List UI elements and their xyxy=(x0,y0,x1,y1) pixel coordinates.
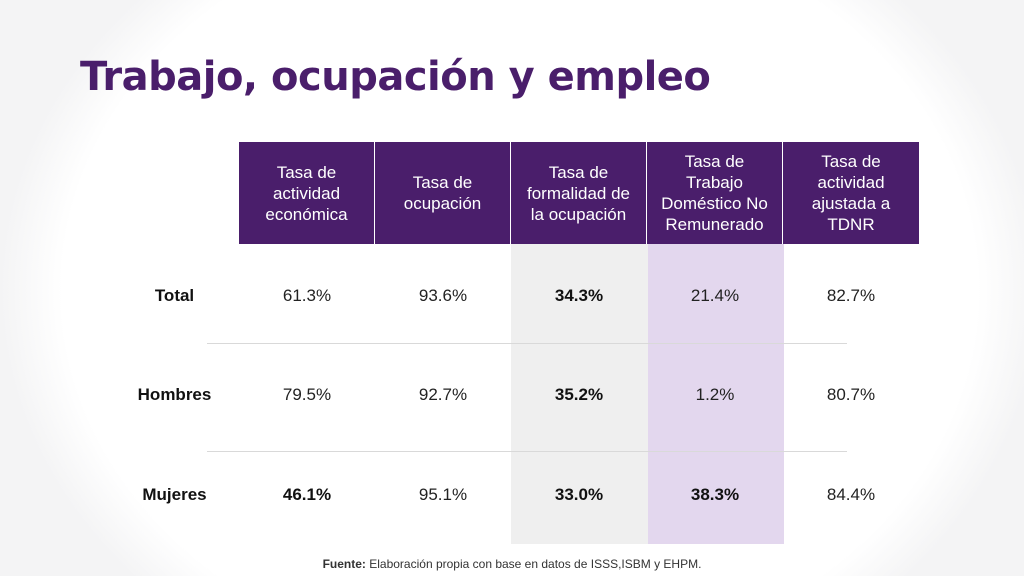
table-row-mujeres: Mujeres 46.1% 95.1% 33.0% 38.3% 84.4% xyxy=(110,475,920,515)
table-cell: 80.7% xyxy=(826,385,876,404)
table-cell: 92.7% xyxy=(418,385,468,404)
table-cell: 21.4% xyxy=(690,286,740,305)
table-cell: 1.2% xyxy=(695,385,735,404)
header-ocupacion: Tasa de ocupación xyxy=(375,142,511,244)
header-actividad-ajustada: Tasa de actividad ajustada a TDNR xyxy=(783,142,919,244)
table-cell: 35.2% xyxy=(554,385,604,404)
table-cell: 93.6% xyxy=(418,286,468,305)
table-cell: 33.0% xyxy=(554,485,604,504)
table-cell: 34.3% xyxy=(554,286,604,305)
row-label: Mujeres xyxy=(142,485,207,504)
source-label: Fuente: xyxy=(322,557,366,571)
header-actividad: Tasa de actividad económica xyxy=(239,142,375,244)
table-cell: 95.1% xyxy=(418,485,468,504)
tdnr-column-highlight xyxy=(648,244,784,544)
header-formalidad: Tasa de formalidad de la ocupación xyxy=(511,142,647,244)
table-header: Tasa de actividad económica Tasa de ocup… xyxy=(239,142,919,244)
table-cell: 46.1% xyxy=(282,485,332,504)
page-title: Trabajo, ocupación y empleo xyxy=(80,54,711,100)
row-label: Hombres xyxy=(137,385,212,404)
source-note: Fuente: Elaboración propia con base en d… xyxy=(0,557,1024,571)
row-divider xyxy=(207,343,847,344)
table-row-hombres: Hombres 79.5% 92.7% 35.2% 1.2% 80.7% xyxy=(110,375,920,415)
table-cell: 82.7% xyxy=(826,286,876,305)
header-tdnr: Tasa de Trabajo Doméstico No Remunerado xyxy=(647,142,783,244)
row-divider xyxy=(207,451,847,452)
row-label: Total xyxy=(154,286,195,305)
table-cell: 84.4% xyxy=(826,485,876,504)
source-text: Elaboración propia con base en datos de … xyxy=(365,557,702,571)
formalidad-column-highlight xyxy=(511,244,648,544)
table-cell: 61.3% xyxy=(282,286,332,305)
table-row-total: Total 61.3% 93.6% 34.3% 21.4% 82.7% xyxy=(110,276,920,316)
table-cell: 79.5% xyxy=(282,385,332,404)
table-cell: 38.3% xyxy=(690,485,740,504)
